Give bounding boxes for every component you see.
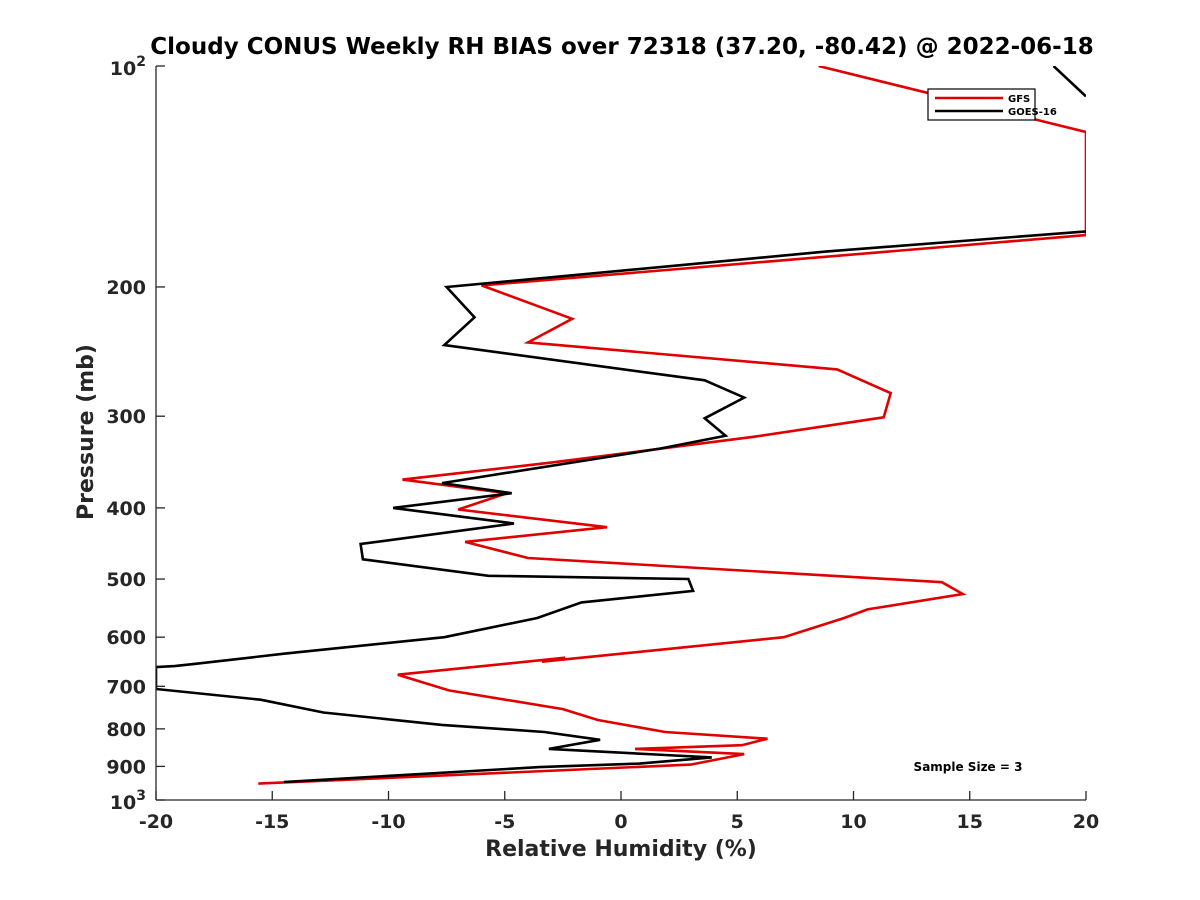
legend-label: GOES-16 [1008, 107, 1057, 118]
y-tick-label-top: 102 [110, 54, 146, 80]
legend-label: GFS [1008, 94, 1030, 105]
y-tick-label: 700 [106, 676, 146, 698]
y-tick-label: 300 [106, 406, 146, 428]
series-2-segment [1052, 66, 1086, 98]
x-tick-label: -20 [139, 811, 173, 833]
y-tick-label: 800 [106, 719, 146, 741]
x-tick-label: -15 [255, 811, 289, 833]
y-tick-label-bottom: 103 [110, 788, 146, 814]
plot-area: -20 -15 -10 -5 0 5 10 15 20 200 300 400 500 600 700 800… [106, 54, 1099, 833]
y-tick-label: 200 [106, 277, 146, 299]
x-tick-label: -10 [371, 811, 405, 833]
legend-box [927, 88, 1036, 121]
y-tick-label: 500 [106, 569, 146, 591]
sample-size-annotation: Sample Size = 3 [914, 760, 1023, 774]
x-axis-label: Relative Humidity (%) [485, 837, 757, 862]
y-tick-label: 900 [106, 756, 146, 778]
y-tick-label: 400 [106, 498, 146, 520]
chart-title: Cloudy CONUS Weekly RH BIAS over 72318 (… [150, 34, 1093, 60]
x-tick-label: -5 [494, 811, 515, 833]
y-axis-label: Pressure (mb) [74, 344, 99, 520]
x-tick-label: 5 [731, 811, 744, 833]
x-tick-label: 0 [614, 811, 627, 833]
y-tick-label: 600 [106, 627, 146, 649]
series-goes-16-line [156, 230, 1086, 784]
x-tick-label: 20 [1073, 811, 1099, 833]
series-gfs-line [258, 66, 1086, 785]
legend: GFS GOES-16 [927, 88, 1057, 121]
x-tick-label: 15 [957, 811, 983, 833]
x-tick-label: 10 [840, 811, 866, 833]
